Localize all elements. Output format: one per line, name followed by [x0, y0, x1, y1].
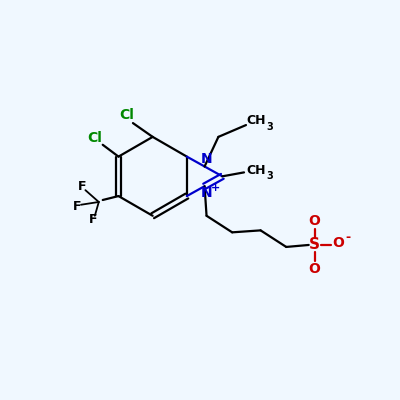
Text: -: -: [345, 230, 350, 244]
Text: 3: 3: [266, 171, 273, 181]
Text: O: O: [309, 262, 320, 276]
Text: F: F: [73, 200, 81, 213]
Text: N: N: [201, 152, 212, 166]
Text: O: O: [309, 214, 320, 228]
Text: Cl: Cl: [120, 108, 134, 122]
Text: F: F: [89, 213, 97, 226]
Text: CH: CH: [246, 164, 266, 177]
Text: S: S: [309, 238, 320, 252]
Text: F: F: [78, 180, 86, 194]
Text: N: N: [201, 186, 212, 200]
Text: CH: CH: [246, 114, 266, 127]
Text: Cl: Cl: [88, 131, 102, 145]
Text: 3: 3: [266, 122, 273, 132]
Text: O: O: [332, 236, 344, 250]
Text: +: +: [211, 183, 220, 193]
